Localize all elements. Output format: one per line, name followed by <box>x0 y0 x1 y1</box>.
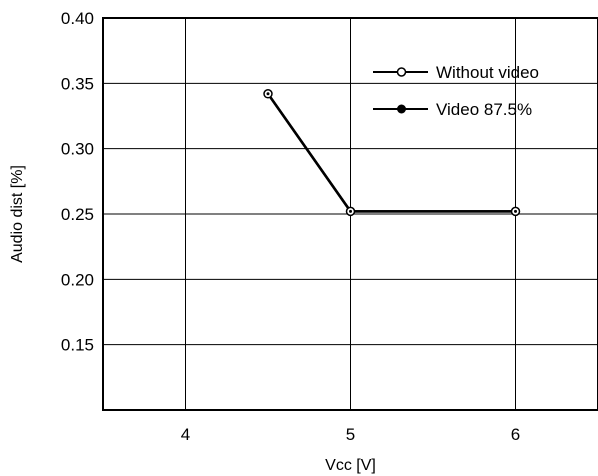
x-axis-label: Vcc [V] <box>325 457 376 474</box>
legend-label: Video 87.5% <box>436 100 532 119</box>
data-point-filled <box>349 209 352 213</box>
series-layer <box>263 89 521 217</box>
y-tick-label: 0.40 <box>61 9 94 28</box>
x-tick-label: 4 <box>181 425 190 444</box>
x-tick-label: 6 <box>511 425 520 444</box>
data-point-filled <box>266 92 270 96</box>
y-tick-label: 0.25 <box>61 205 94 224</box>
y-tick-label: 0.30 <box>61 140 94 159</box>
data-point-filled <box>514 209 517 213</box>
y-tick-label: 0.15 <box>61 336 94 355</box>
legend-label: Without video <box>436 63 539 82</box>
plot-frame <box>102 17 598 411</box>
legend-marker-filled <box>397 104 406 114</box>
x-tick-label: 5 <box>346 425 355 444</box>
y-tick-label: 0.20 <box>61 270 94 289</box>
y-tick-label: 0.35 <box>61 74 94 93</box>
legend-item: Video 87.5% <box>373 100 532 119</box>
legend-item: Without video <box>373 63 539 82</box>
legend-marker-open <box>396 67 407 77</box>
legend: Without video Video 87.5% <box>373 63 539 119</box>
y-axis-label: Audio dist [%] <box>9 165 26 263</box>
tick-labels: 4 5 6 0.15 0.20 0.25 0.30 0.35 0.40 <box>61 9 520 444</box>
